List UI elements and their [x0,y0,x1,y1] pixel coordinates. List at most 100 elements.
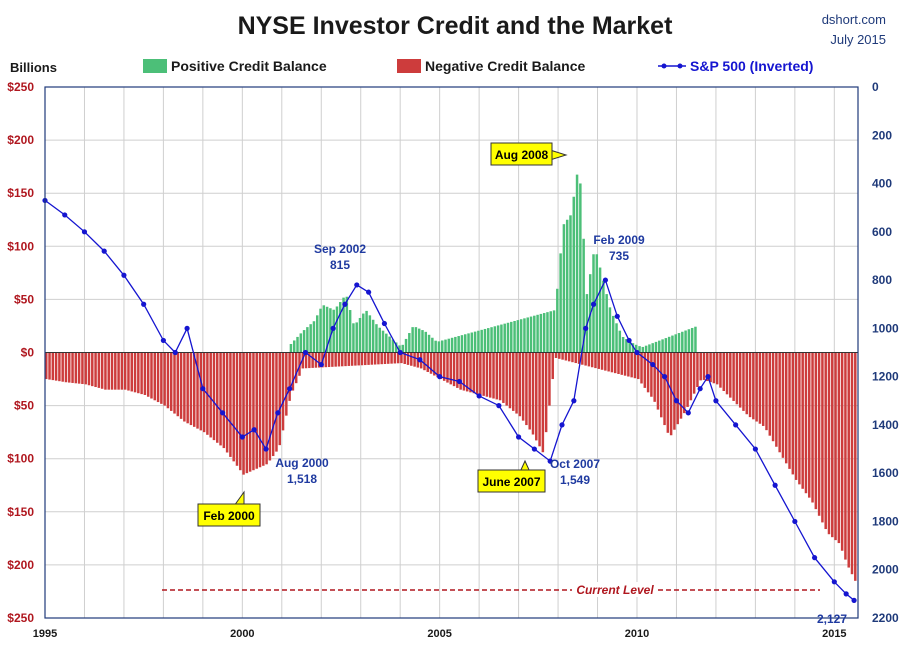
negative-credit-bar [68,352,71,383]
spx-series [42,197,857,603]
negative-credit-bar [798,352,801,485]
spx-point [843,591,849,597]
right-tick-label: 1000 [872,321,899,335]
negative-credit-bar [656,352,660,410]
negative-credit-bar [383,352,387,365]
negative-credit-bar [130,352,133,392]
negative-credit-bar [380,352,383,365]
negative-credit-bar [702,352,706,380]
legend-spx-dot [661,63,667,69]
positive-credit-bar [427,334,431,353]
spx-point [219,410,226,416]
positive-credit-bar [457,336,460,353]
negative-credit-bar [373,352,377,365]
callout-aug2008: Aug 2008 [490,142,568,166]
spx-point [571,398,577,404]
positive-credit-bar [348,310,352,353]
negative-credit-bar [186,352,189,424]
positive-credit-bar [638,346,641,353]
negative-credit-bar [558,352,561,359]
positive-credit-bar [562,224,566,353]
positive-credit-bar [375,324,378,353]
positive-credit-bar [460,335,464,353]
negative-credit-bar [485,352,489,397]
negative-credit-bar [518,352,522,417]
positive-credit-bar [447,338,451,353]
spx-point [673,398,680,404]
spx-point [275,410,281,416]
positive-credit-bar [579,183,582,353]
positive-credit-bar [378,327,381,353]
negative-credit-bar [525,352,528,426]
negative-credit-bar [512,352,515,411]
negative-credit-bar [761,352,765,426]
negative-credit-bar [758,352,762,424]
negative-credit-bar [765,352,768,431]
positive-credit-bar [664,338,668,353]
negative-credit-bar [692,352,696,394]
negative-credit-bar [613,352,617,374]
negative-credit-bar [199,352,203,431]
negative-credit-bar [630,352,633,378]
negative-credit-bar [600,352,604,370]
negative-credit-bar [87,352,91,386]
negative-credit-bar [219,352,222,446]
positive-credit-bar [404,338,408,353]
negative-credit-bar [768,352,772,436]
negative-credit-bar [235,352,239,466]
positive-credit-bar [411,327,414,353]
positive-credit-bar [417,328,421,353]
negative-credit-bar [607,352,610,372]
positive-credit-bar [684,330,687,353]
negative-credit-bar [216,352,219,443]
positive-credit-bar [345,296,349,353]
negative-credit-bar [54,352,58,381]
negative-credit-bar [229,352,232,457]
positive-credit-bar [365,310,368,353]
negative-credit-bar [804,352,808,494]
spx-point [62,212,68,218]
negative-credit-bar [377,352,380,365]
negative-credit-bar [462,352,466,391]
negative-credit-bar [748,352,752,418]
positive-credit-bar [342,297,345,353]
negative-credit-bar [666,352,670,433]
negative-credit-bar [679,352,683,419]
positive-credit-bar [615,323,618,353]
negative-credit-bar [755,352,758,422]
legend-spx-dot [677,63,683,69]
spx-point [381,320,388,327]
negative-credit-bar [433,352,436,376]
spx-point [772,482,778,488]
right-tick-label: 1800 [872,514,899,528]
legend-spx-label: S&P 500 (Inverted) [690,58,813,74]
negative-credit-bar [495,352,499,400]
right-tick-label: 2000 [872,563,899,577]
negative-credit-bar [541,352,545,453]
negative-credit-bar [551,352,554,380]
negative-credit-bar [156,352,160,403]
positive-credit-bar [450,337,454,353]
positive-credit-bar [388,336,391,353]
positive-credit-bar [625,339,628,353]
spx-point [559,422,565,428]
negative-credit-bar [360,352,364,366]
spx-point [851,597,857,603]
positive-credit-bar [306,327,309,353]
positive-credit-bar [322,305,326,353]
positive-credit-bar [463,334,467,353]
negative-credit-bar [498,352,502,401]
positive-credit-bar [316,315,319,353]
negative-credit-bar [515,352,518,414]
negative-credit-bar [242,352,245,475]
negative-credit-bar [209,352,212,438]
negative-credit-bar [137,352,140,394]
negative-credit-bar [173,352,176,414]
negative-credit-bar [413,352,416,367]
negative-credit-bar [784,352,788,464]
negative-credit-bar [245,352,249,474]
negative-credit-bar [275,352,278,452]
plot-frame [44,86,859,619]
negative-credit-bar [367,352,370,365]
negative-credit-bar [699,352,702,381]
